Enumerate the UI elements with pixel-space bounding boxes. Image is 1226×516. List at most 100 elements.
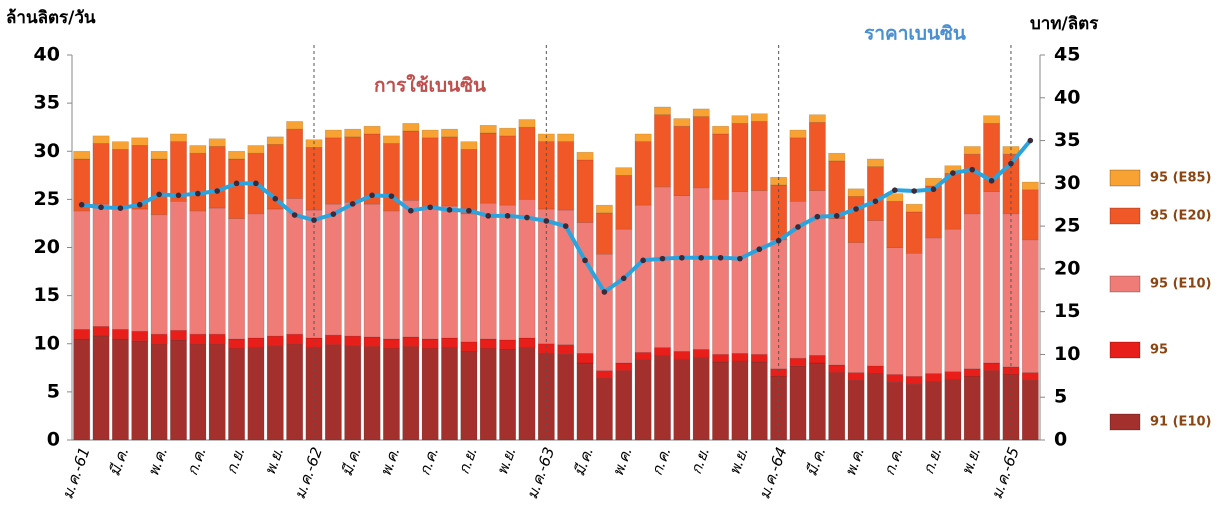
bar-segment: [324, 129, 342, 139]
legend-label: 95: [1150, 343, 1168, 358]
bar-segment: [576, 353, 594, 364]
price-marker: [136, 201, 143, 208]
bar-segment: [73, 150, 91, 160]
bar-segment: [557, 133, 575, 142]
bar-segment: [518, 347, 536, 441]
y2-tick-label: 25: [1054, 215, 1080, 237]
x-tick-label: ม.ค.-65: [988, 445, 1023, 502]
price-marker: [853, 206, 859, 212]
price-marker: [427, 204, 433, 211]
x-tick-group: พ.ย.: [725, 445, 752, 478]
bar-segment: [441, 128, 458, 138]
bar-segment: [576, 151, 594, 161]
x-tick-label: ม.ค.-61: [58, 445, 93, 502]
y2-tick-label: 40: [1054, 86, 1080, 108]
x-tick-label: พ.ย.: [261, 445, 288, 478]
legend-label: 95 (E10): [1150, 277, 1211, 292]
bar-segment: [344, 345, 362, 441]
bar-segment: [1021, 189, 1039, 241]
y-tick-label: 0: [47, 429, 60, 451]
bar-segment: [518, 337, 536, 348]
bar-segment: [324, 203, 342, 336]
bar-segment: [634, 204, 652, 353]
y2-tick-label: 45: [1054, 44, 1080, 66]
price-marker: [911, 188, 917, 194]
x-tick-group: ม.ค.-61: [58, 445, 93, 502]
x-tick-group: ก.ย.: [222, 445, 248, 477]
bar-segment: [1021, 372, 1039, 381]
legend-label: 95 (E85): [1150, 171, 1211, 186]
price-marker: [775, 237, 782, 244]
price-marker: [446, 207, 453, 213]
bar-segment: [944, 371, 962, 380]
x-tick-group: ก.ย.: [687, 445, 713, 477]
x-tick-label: ก.ย.: [222, 445, 248, 477]
x-tick-group: ก.ค.: [880, 445, 907, 478]
bar-segment: [595, 212, 613, 255]
bar-segment: [499, 339, 517, 350]
bar-segment: [499, 127, 517, 137]
bar-segment: [344, 335, 362, 346]
bar-segment: [615, 228, 633, 364]
bar-segment: [150, 214, 168, 335]
bar-segment: [557, 354, 575, 441]
bar-segment: [789, 137, 807, 202]
annotation: ราคาเบนซิน: [864, 23, 966, 45]
bar-segment: [750, 121, 768, 192]
price-line: [81, 139, 1032, 294]
bar-segment: [847, 196, 865, 243]
x-tick-group: พ.ค.: [841, 445, 868, 479]
bar-segment: [615, 362, 633, 371]
price-marker: [408, 207, 414, 214]
price-marker: [814, 213, 821, 220]
bar-segment: [344, 128, 362, 138]
bar-segment: [886, 381, 904, 441]
bar-segment: [92, 135, 110, 144]
price-marker: [892, 187, 898, 193]
x-tick-group: พ.ค.: [144, 445, 171, 479]
bar-segment: [944, 379, 962, 441]
bar-segment: [421, 137, 439, 208]
x-tick-group: ม.ค.-63: [523, 445, 558, 502]
y2-tick-label: 35: [1054, 129, 1080, 151]
bar-segment: [228, 158, 245, 219]
bar-segment: [634, 352, 652, 361]
bar-segment: [847, 242, 865, 373]
bar-segment: [847, 380, 865, 441]
bar-segment: [654, 114, 671, 188]
bar-segment: [576, 362, 594, 441]
price-marker: [195, 190, 201, 197]
price-marker: [330, 211, 337, 217]
y-tick-label: 25: [34, 188, 60, 210]
price-marker: [640, 257, 646, 264]
x-tick-group: ก.ค.: [183, 445, 210, 478]
bar-segment: [847, 188, 865, 197]
legend-swatch: [1109, 169, 1141, 187]
bar-segment: [963, 153, 981, 215]
price-marker: [717, 254, 724, 261]
bar-segment: [286, 128, 304, 199]
bar-segment: [208, 333, 226, 345]
y2-tick-label: 0: [1054, 429, 1067, 451]
price-marker: [1027, 137, 1034, 144]
y-tick-label: 10: [34, 332, 60, 354]
bar-segment: [208, 146, 226, 209]
bar-segment: [111, 329, 129, 340]
bar-segment: [654, 186, 671, 348]
bar-segment: [111, 149, 129, 208]
bar-segment: [247, 213, 265, 339]
bar-segment: [673, 358, 691, 441]
bar-segment: [170, 133, 187, 142]
y2-tick-label: 10: [1054, 343, 1080, 365]
bar-segment: [867, 220, 884, 367]
bar-segment: [150, 333, 168, 345]
bar-segment: [731, 123, 749, 192]
x-tick-group: พ.ค.: [609, 445, 636, 479]
bar-segment: [111, 206, 129, 330]
price-marker: [950, 170, 956, 176]
bar-segment: [518, 126, 536, 200]
price-marker: [233, 180, 240, 187]
bar-segment: [131, 340, 149, 441]
bar-segment: [615, 370, 633, 441]
price-marker: [369, 192, 375, 199]
